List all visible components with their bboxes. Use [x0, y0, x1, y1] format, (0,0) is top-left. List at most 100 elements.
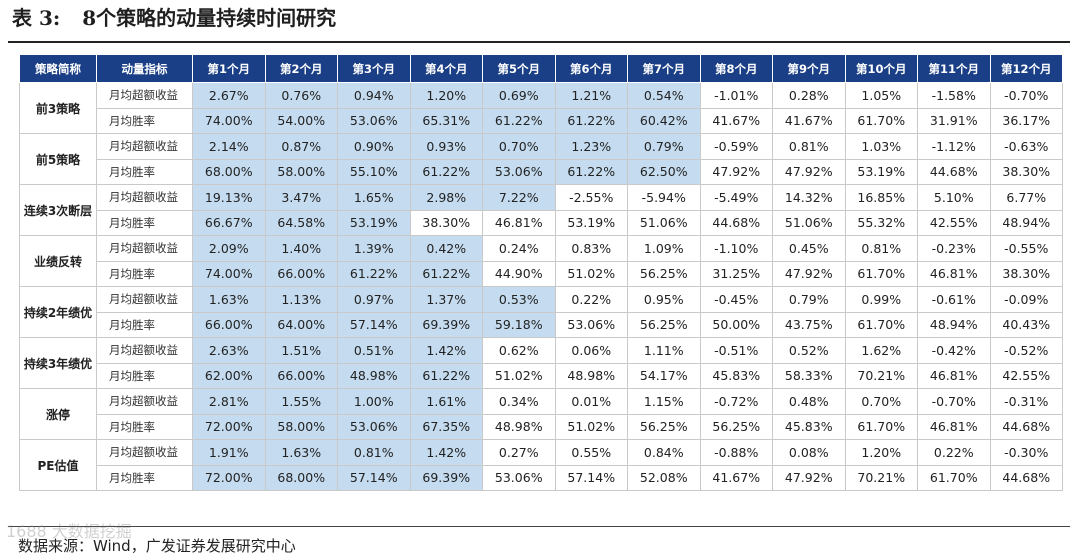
value-cell: 36.17% — [989, 107, 1063, 134]
value-cell: -5.94% — [627, 184, 701, 211]
value-cell: 58.33% — [772, 362, 846, 389]
strategy-name: 涨停 — [19, 388, 97, 440]
value-cell: 38.30% — [989, 260, 1063, 287]
value-cell: 1.65% — [337, 184, 411, 211]
value-cell: 1.09% — [627, 235, 701, 262]
metric-label: 月均超额收益 — [96, 133, 193, 160]
column-header: 第6个月 — [554, 54, 628, 83]
value-cell: 57.14% — [337, 464, 411, 491]
metric-label: 月均胜率 — [96, 464, 193, 491]
value-cell: 0.83% — [554, 235, 628, 262]
value-cell: -1.10% — [699, 235, 773, 262]
value-cell: 61.22% — [409, 260, 483, 287]
table-row: 月均胜率 66.67% 64.58% 53.19% 38.30% 46.81% 53.19%… — [20, 209, 1063, 236]
value-cell: 41.67% — [699, 464, 773, 491]
value-cell: -0.59% — [699, 133, 773, 160]
value-cell: 1.91% — [192, 439, 266, 466]
value-cell: 0.97% — [337, 286, 411, 313]
value-cell: 47.92% — [772, 464, 846, 491]
value-cell: 0.53% — [482, 286, 556, 313]
value-cell: 58.00% — [264, 413, 338, 440]
value-cell: 16.85% — [844, 184, 918, 211]
value-cell: 41.67% — [699, 107, 773, 134]
table-body: 前3策略 月均超额收益 2.67% 0.76% 0.94% 1.20% 0.69% 1.21%… — [19, 82, 1063, 491]
value-cell: 3.47% — [264, 184, 338, 211]
column-header: 第8个月 — [699, 54, 773, 83]
table-row: 连续3次断层 月均超额收益 19.13% 3.47% 1.65% 2.98% 7.22% -2… — [19, 184, 1063, 236]
value-cell: 56.25% — [627, 260, 701, 287]
value-cell: 41.67% — [772, 107, 846, 134]
metric-label: 月均胜率 — [96, 107, 193, 134]
value-cell: 56.25% — [627, 413, 701, 440]
value-cell: 48.94% — [989, 209, 1063, 236]
value-cell: 0.99% — [844, 286, 918, 313]
value-cell: 55.10% — [337, 158, 411, 185]
table-row: 月均胜率 72.00% 68.00% 57.14% 69.39% 53.06% 57.14%… — [20, 464, 1063, 491]
value-cell: 53.19% — [844, 158, 918, 185]
value-cell: 38.30% — [989, 158, 1063, 185]
value-cell: 66.67% — [192, 209, 266, 236]
value-cell: 46.81% — [917, 362, 991, 389]
value-cell: 0.70% — [482, 133, 556, 160]
value-cell: 51.02% — [482, 362, 556, 389]
table-row: 月均胜率 74.00% 66.00% 61.22% 61.22% 44.90% 51.02%… — [20, 260, 1063, 287]
value-cell: 2.63% — [192, 337, 266, 364]
table-row: 涨停 月均超额收益 2.81% 1.55% 1.00% 1.61% 0.34% 0.01% 1.… — [19, 388, 1063, 440]
value-cell: -0.55% — [989, 235, 1063, 262]
value-cell: 64.58% — [264, 209, 338, 236]
value-cell: 44.68% — [917, 158, 991, 185]
metric-label: 月均超额收益 — [96, 439, 193, 466]
value-cell: 61.70% — [917, 464, 991, 491]
value-cell: 74.00% — [192, 107, 266, 134]
table-row: 持续3年绩优 月均超额收益 2.63% 1.51% 0.51% 1.42% 0.62% 0.0… — [19, 337, 1063, 389]
value-cell: 53.06% — [482, 158, 556, 185]
metric-label: 月均胜率 — [96, 362, 193, 389]
value-cell: 0.51% — [337, 337, 411, 364]
value-cell: 1.51% — [264, 337, 338, 364]
bottom-rule — [8, 526, 1070, 527]
value-cell: 51.06% — [772, 209, 846, 236]
value-cell: 44.68% — [699, 209, 773, 236]
column-header: 第5个月 — [482, 54, 556, 83]
value-cell: 0.06% — [554, 337, 628, 364]
value-cell: 44.90% — [482, 260, 556, 287]
source-note: 数据来源：Wind，广发证券发展研究中心 — [18, 537, 296, 555]
value-cell: 2.09% — [192, 235, 266, 262]
value-cell: 42.55% — [917, 209, 991, 236]
metric-label: 月均超额收益 — [96, 184, 193, 211]
value-cell: 47.92% — [699, 158, 773, 185]
table-caption: 8个策略的动量持续时间研究 — [82, 6, 337, 30]
column-header: 第3个月 — [337, 54, 411, 83]
metric-label: 月均超额收益 — [96, 235, 193, 262]
value-cell: 61.22% — [409, 158, 483, 185]
value-cell: -0.09% — [989, 286, 1063, 313]
strategy-name: 前3策略 — [19, 82, 97, 134]
value-cell: -2.55% — [554, 184, 628, 211]
value-cell: 0.62% — [482, 337, 556, 364]
value-cell: 62.50% — [627, 158, 701, 185]
column-header: 策略简称 — [19, 54, 97, 83]
strategy-name: PE估值 — [19, 439, 97, 491]
value-cell: 61.22% — [409, 362, 483, 389]
value-cell: -1.12% — [917, 133, 991, 160]
value-cell: 0.81% — [772, 133, 846, 160]
table-row: PE估值 月均超额收益 1.91% 1.63% 0.81% 1.42% 0.27% 0.55%… — [19, 439, 1063, 491]
value-cell: 53.19% — [554, 209, 628, 236]
value-cell: 0.81% — [844, 235, 918, 262]
value-cell: 53.06% — [554, 311, 628, 338]
value-cell: 51.02% — [554, 413, 628, 440]
value-cell: 0.94% — [337, 82, 411, 109]
metric-label: 月均胜率 — [96, 158, 193, 185]
strategy-name: 前5策略 — [19, 133, 97, 185]
value-cell: -0.30% — [989, 439, 1063, 466]
value-cell: 70.21% — [844, 464, 918, 491]
table-row: 月均胜率 68.00% 58.00% 55.10% 61.22% 53.06% 61.22%… — [20, 158, 1063, 185]
value-cell: 57.14% — [554, 464, 628, 491]
metric-label: 月均胜率 — [96, 209, 193, 236]
value-cell: -0.51% — [699, 337, 773, 364]
value-cell: 0.08% — [772, 439, 846, 466]
value-cell: 56.25% — [627, 311, 701, 338]
value-cell: 53.06% — [337, 107, 411, 134]
header-row: 策略简称 动量指标 第1个月 第2个月 第3个月 第4个月 第5个月 第6个月 第7个月 第8个月… — [19, 54, 1063, 83]
value-cell: 0.34% — [482, 388, 556, 415]
